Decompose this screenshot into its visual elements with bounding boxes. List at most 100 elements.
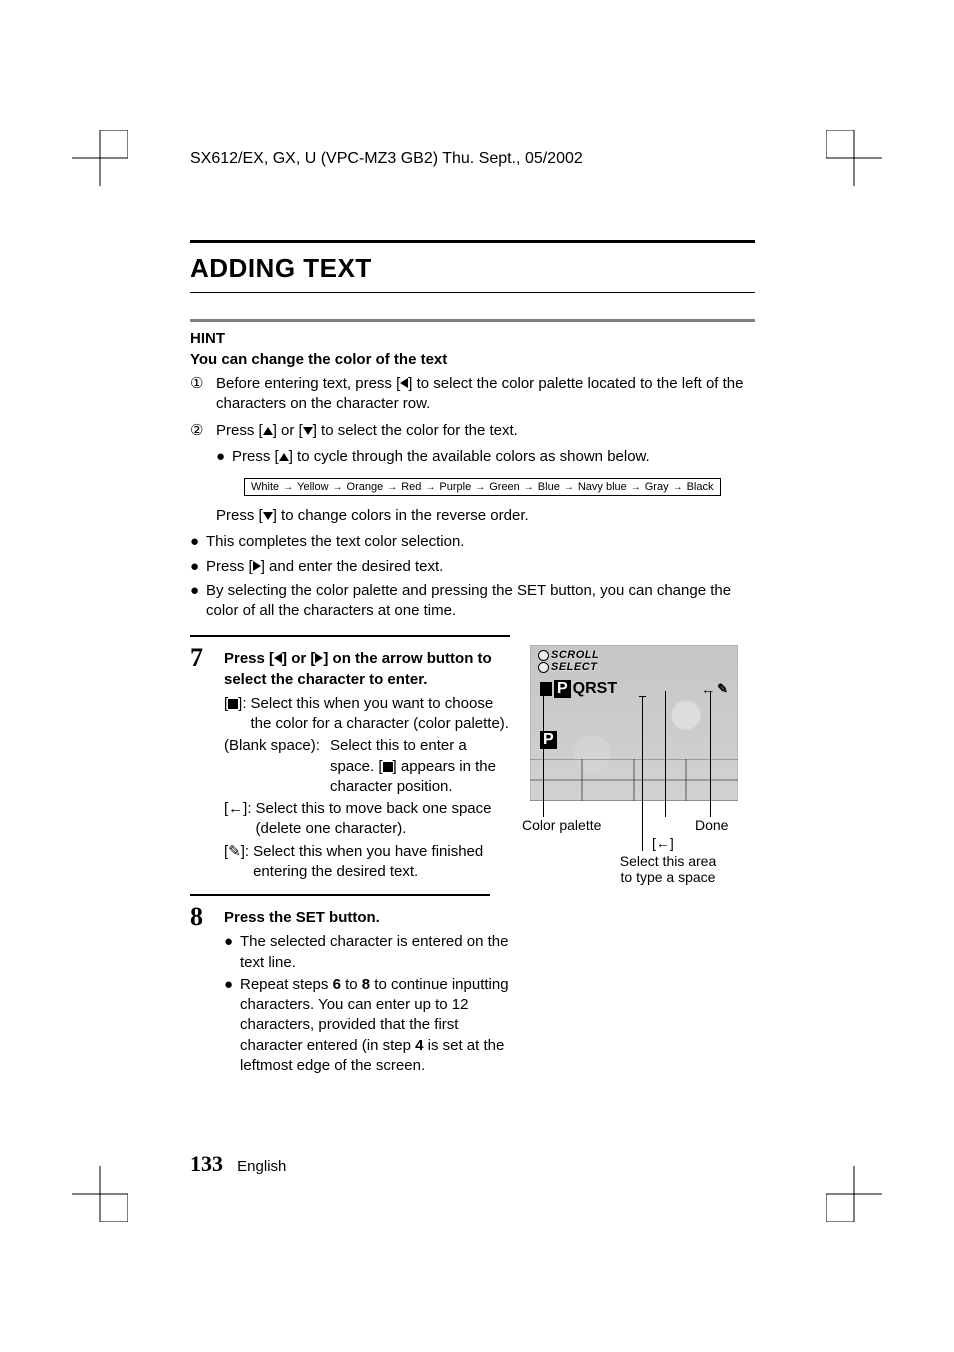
step7-rule-top bbox=[190, 635, 510, 637]
color-sequence-box: White→Yellow→Orange→Red→Purple→Green→Blu… bbox=[244, 477, 755, 496]
down-arrow-icon bbox=[303, 427, 313, 435]
step-7-number: 7 bbox=[190, 645, 224, 884]
leader-palette bbox=[543, 691, 544, 817]
step-7-heading: Press [] or [] on the arrow button to se… bbox=[224, 649, 510, 690]
def-blank-space: (Blank space): Select this to enter a sp… bbox=[224, 736, 510, 797]
arrow-right-icon: → bbox=[283, 482, 293, 493]
step-8-body: Press the SET button. ● The selected cha… bbox=[224, 904, 510, 1078]
figure-callouts: Color palette Done [←] Select this area … bbox=[530, 809, 750, 919]
color-seq-item: Orange bbox=[347, 481, 384, 493]
step-8-number: 8 bbox=[190, 904, 224, 1078]
color-seq-item: White bbox=[251, 481, 279, 493]
callout-done: Done bbox=[695, 817, 728, 833]
arrow-right-icon: → bbox=[387, 482, 397, 493]
hint-allatonce-bullet: ● By selecting the color palette and pre… bbox=[190, 581, 755, 622]
hint-enter-bullet: ● Press [] and enter the desired text. bbox=[190, 557, 755, 577]
up-arrow-icon bbox=[263, 427, 273, 435]
def-key: [←]: bbox=[224, 799, 252, 840]
def-key: [✎]: bbox=[224, 842, 249, 883]
arrow-right-icon: → bbox=[673, 482, 683, 493]
title-rule-top bbox=[190, 240, 755, 243]
screen-figure: SCROLL SELECT PQRST ← ✎ P bbox=[530, 645, 750, 919]
callout-palette: Color palette bbox=[522, 817, 601, 833]
def-val: Select this when you want to choose the … bbox=[247, 694, 510, 735]
palette-box-icon bbox=[540, 682, 552, 696]
leader-back bbox=[665, 691, 666, 817]
hint-step-2-text: Press [] or [] to select the color for t… bbox=[216, 421, 755, 441]
step-8-bullet-2: ● Repeat steps 6 to 8 to continue inputt… bbox=[224, 975, 510, 1076]
back-arrow-icon: ← bbox=[701, 681, 715, 697]
hint-allatonce-text: By selecting the color palette and press… bbox=[206, 581, 755, 622]
crop-mark-br bbox=[826, 1166, 882, 1222]
color-seq-item: Black bbox=[687, 481, 714, 493]
camera-screen: SCROLL SELECT PQRST ← ✎ P bbox=[530, 645, 738, 801]
step-8: 8 Press the SET button. ● The selected c… bbox=[190, 904, 510, 1078]
hint-steps: ① Before entering text, press [] to sele… bbox=[190, 374, 755, 441]
leader-space bbox=[642, 707, 643, 851]
steps-column: 7 Press [] or [] on the arrow button to … bbox=[190, 645, 510, 1084]
hint-reverse-text: Press [] to change colors in the reverse… bbox=[216, 506, 755, 526]
def-key: (Blank space): bbox=[224, 736, 326, 797]
def-val: Select this to move back one space (dele… bbox=[252, 799, 510, 840]
bullet-dot: ● bbox=[224, 975, 240, 1076]
hint-complete-bullet: ● This completes the text color selectio… bbox=[190, 532, 755, 552]
hint-step-1-text: Before entering text, press [] to select… bbox=[216, 374, 755, 415]
step8-rule-top bbox=[190, 894, 490, 896]
down-arrow-icon bbox=[263, 512, 273, 520]
color-seq-item: Purple bbox=[439, 481, 471, 493]
hint-enter-text: Press [] and enter the desired text. bbox=[206, 557, 755, 577]
bullet-dot: ● bbox=[216, 447, 232, 467]
arrow-right-icon: → bbox=[425, 482, 435, 493]
right-arrow-icon bbox=[253, 561, 261, 571]
def-key: []: bbox=[224, 694, 247, 735]
bullet-text: Repeat steps 6 to 8 to continue inputtin… bbox=[240, 975, 510, 1076]
def-done: [✎]: Select this when you have finished … bbox=[224, 842, 510, 883]
crop-mark-tl bbox=[72, 130, 128, 186]
osd-labels: SCROLL SELECT bbox=[538, 649, 599, 673]
callout-space: Select this area to type a space bbox=[598, 853, 738, 885]
color-seq-item: Red bbox=[401, 481, 421, 493]
hint-label: HINT bbox=[190, 330, 755, 347]
arrow-right-icon: → bbox=[524, 482, 534, 493]
title-rule-bottom bbox=[190, 292, 755, 293]
doc-header: SX612/EX, GX, U (VPC-MZ3 GB2) Thu. Sept.… bbox=[190, 150, 583, 168]
color-seq-item: Yellow bbox=[297, 481, 328, 493]
hint-subheading: You can change the color of the text bbox=[190, 351, 755, 368]
hint-cycle-text: Press [] to cycle through the available … bbox=[232, 447, 755, 467]
def-val: Select this when you have finished enter… bbox=[249, 842, 510, 883]
hint-rule bbox=[190, 319, 755, 322]
step-8-bullet-1: ● The selected character is entered on t… bbox=[224, 932, 510, 973]
def-backspace: [←]: Select this to move back one space … bbox=[224, 799, 510, 840]
step-8-heading: Press the SET button. bbox=[224, 908, 510, 928]
step-7: 7 Press [] or [] on the arrow button to … bbox=[190, 645, 510, 884]
circled-1: ① bbox=[190, 374, 216, 415]
color-seq-item: Green bbox=[489, 481, 520, 493]
hint-complete-text: This completes the text color selection. bbox=[206, 532, 755, 552]
crop-mark-tr bbox=[826, 130, 882, 186]
done-hand-icon: ✎ bbox=[228, 843, 241, 860]
step-7-body: Press [] or [] on the arrow button to se… bbox=[224, 645, 510, 884]
done-hand-icon: ✎ bbox=[717, 681, 728, 697]
callout-back: [←] bbox=[652, 835, 674, 851]
page-number: 133 bbox=[190, 1151, 223, 1176]
char-row-rest: QRST bbox=[573, 680, 617, 698]
page-footer: 133 English bbox=[190, 1151, 286, 1177]
hint-step-2: ② Press [] or [] to select the color for… bbox=[190, 421, 755, 441]
screen-grid bbox=[530, 759, 738, 801]
dial-icon bbox=[538, 650, 549, 661]
color-seq-item: Navy blue bbox=[578, 481, 627, 493]
circled-2: ② bbox=[190, 421, 216, 441]
character-row: PQRST ← ✎ bbox=[540, 680, 728, 698]
step-7-definitions: []: Select this when you want to choose … bbox=[224, 694, 510, 882]
back-arrow-icon: ← bbox=[228, 800, 243, 817]
arrow-right-icon: → bbox=[475, 482, 485, 493]
dial-icon bbox=[538, 662, 549, 673]
color-seq-item: Blue bbox=[538, 481, 560, 493]
bullet-dot: ● bbox=[190, 581, 206, 622]
arrow-right-icon: → bbox=[631, 482, 641, 493]
step-8-bullets: ● The selected character is entered on t… bbox=[224, 932, 510, 1076]
hint-cycle-bullet: ● Press [] to cycle through the availabl… bbox=[216, 447, 755, 467]
def-val: Select this to enter a space. [] appears… bbox=[326, 736, 510, 797]
page-language: English bbox=[237, 1158, 286, 1175]
bullet-dot: ● bbox=[190, 557, 206, 577]
